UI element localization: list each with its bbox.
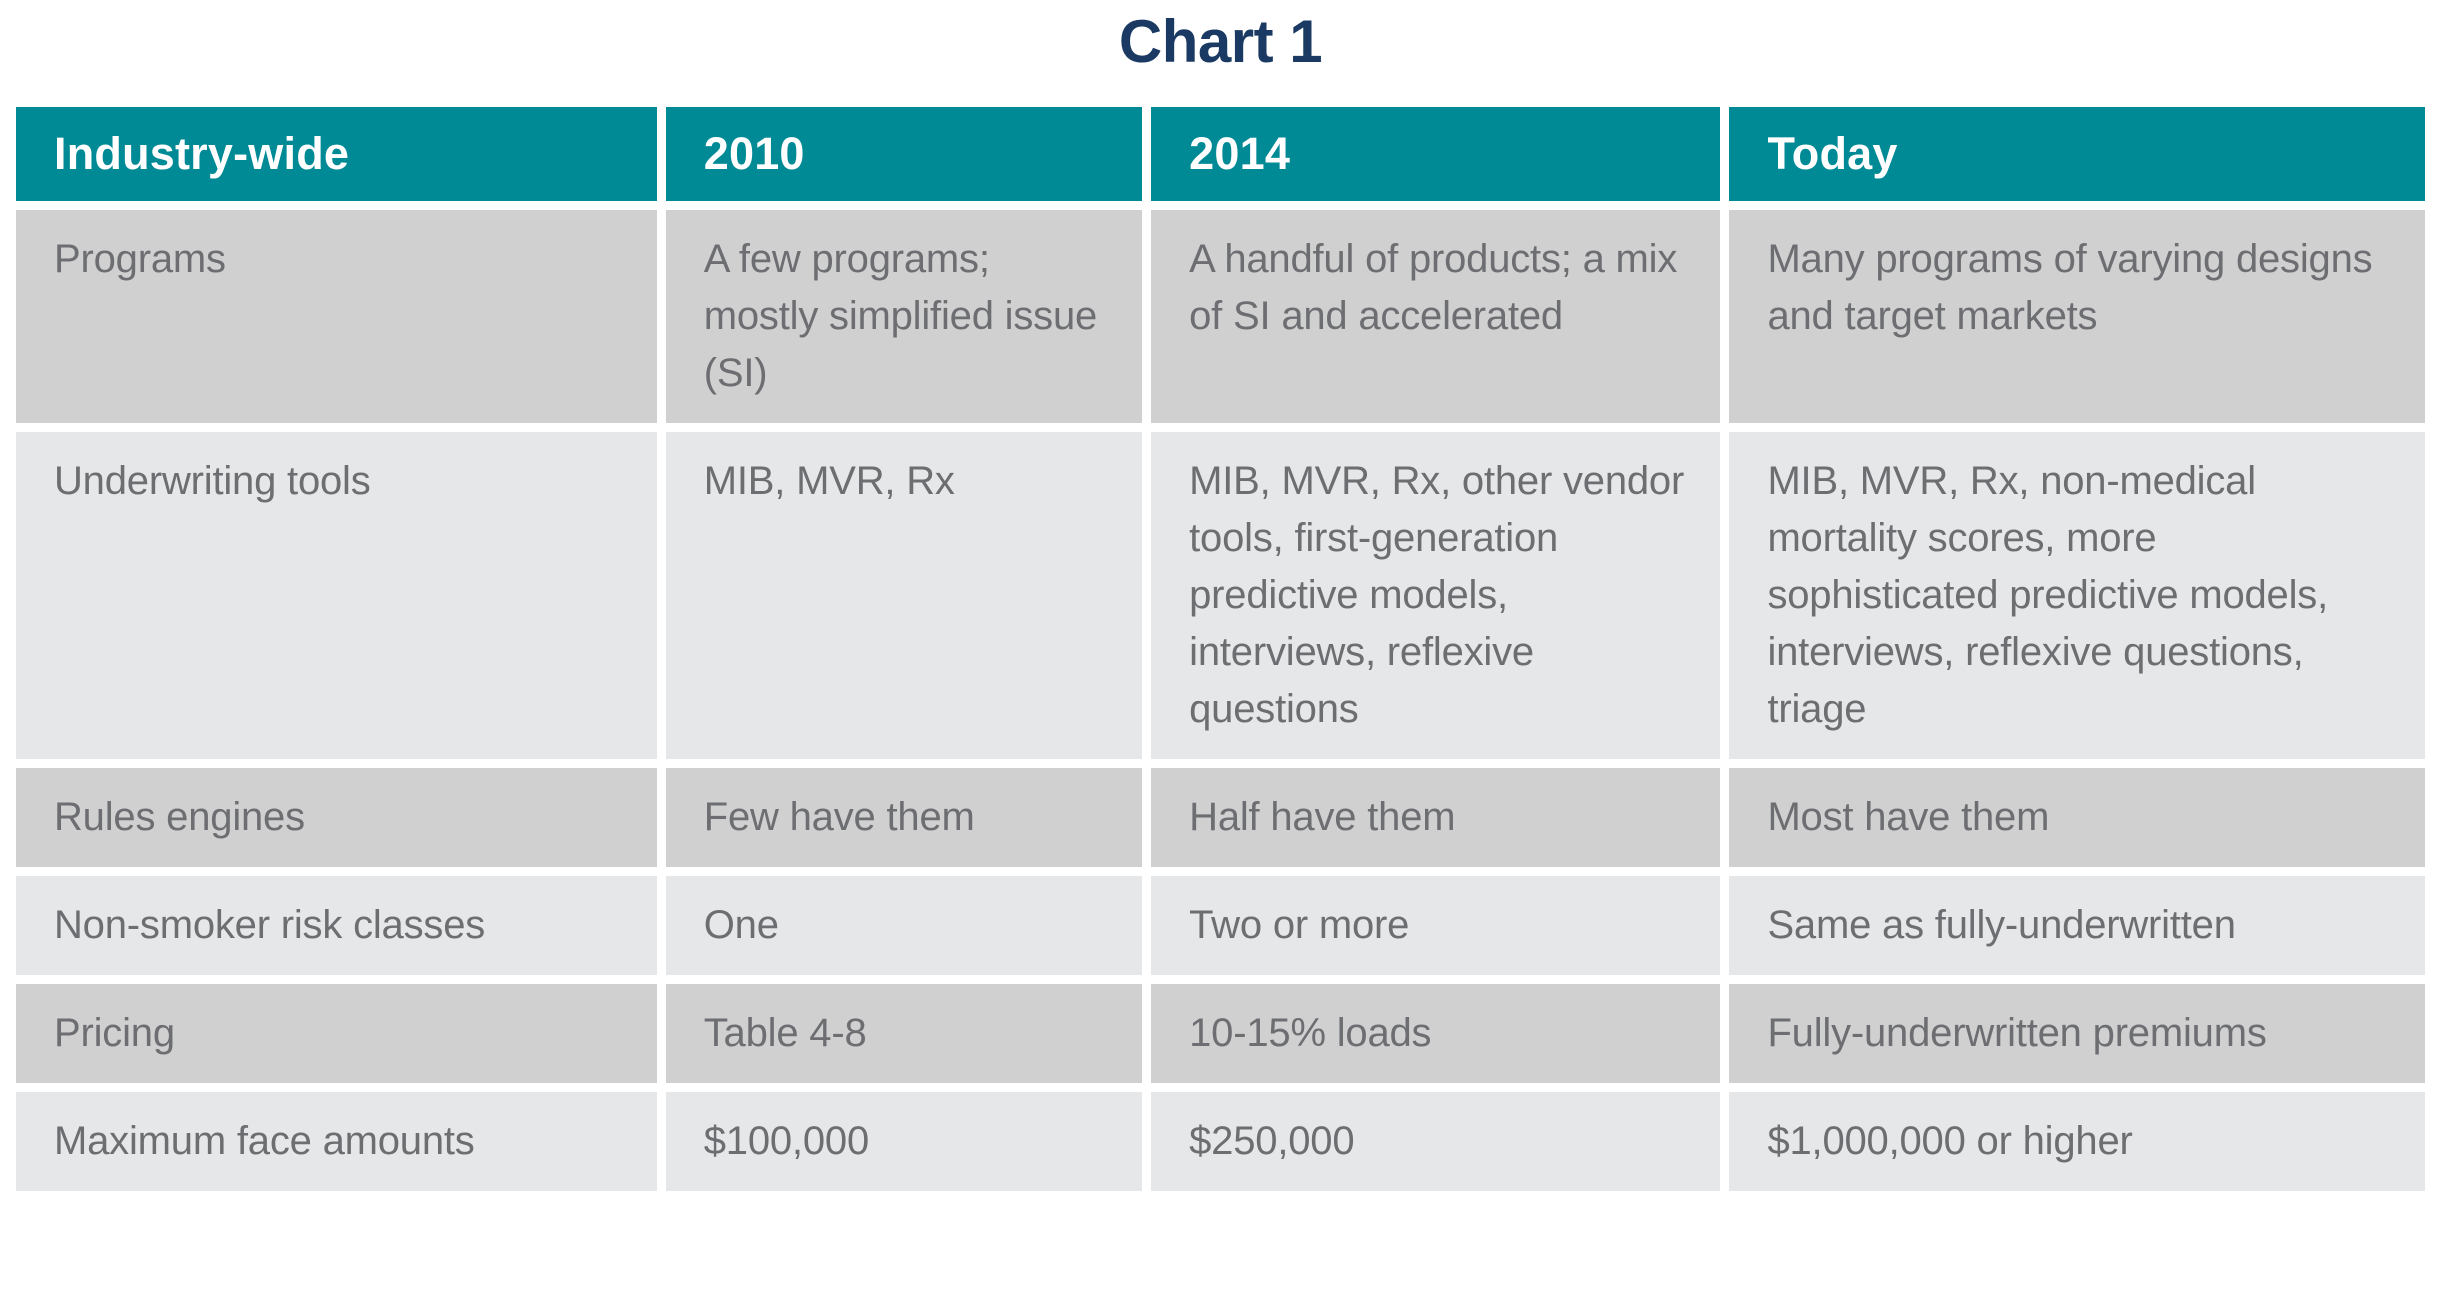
table-row-maximum-face-amounts: Maximum face amounts $100,000 $250,000 $… — [16, 1092, 2425, 1191]
header-row: Industry-wide 2010 2014 Today — [16, 107, 2425, 201]
table-cell: Fully-underwritten premiums — [1729, 984, 2425, 1083]
table-row-rules-engines: Rules engines Few have them Half have th… — [16, 768, 2425, 867]
table-cell: Few have them — [665, 768, 1143, 867]
row-label: Rules engines — [16, 768, 657, 867]
column-header-today: Today — [1729, 107, 2425, 201]
table-cell: $250,000 — [1151, 1092, 1721, 1191]
table-row-pricing: Pricing Table 4-8 10-15% loads Fully-und… — [16, 984, 2425, 1083]
row-label: Maximum face amounts — [16, 1092, 657, 1191]
industry-comparison-table: Industry-wide 2010 2014 Today Programs A… — [7, 98, 2434, 1200]
page-title: Chart 1 — [1118, 8, 1323, 75]
table-cell: $1,000,000 or higher — [1729, 1092, 2425, 1191]
table-cell: A handful of products; a mix of SI and a… — [1151, 210, 1721, 423]
table-cell: 10-15% loads — [1151, 984, 1721, 1083]
table-row-underwriting-tools: Underwriting tools MIB, MVR, Rx MIB, MVR… — [16, 432, 2425, 759]
table-cell: $100,000 — [665, 1092, 1143, 1191]
column-header-industry-wide: Industry-wide — [16, 107, 657, 201]
row-label: Pricing — [16, 984, 657, 1083]
table-cell: Most have them — [1729, 768, 2425, 867]
column-header-2010: 2010 — [665, 107, 1143, 201]
table-cell: Half have them — [1151, 768, 1721, 867]
table-cell: Table 4-8 — [665, 984, 1143, 1083]
table-cell: Two or more — [1151, 876, 1721, 975]
table-row-non-smoker-risk-classes: Non-smoker risk classes One Two or more … — [16, 876, 2425, 975]
table-cell: MIB, MVR, Rx, other vendor tools, first-… — [1151, 432, 1721, 759]
row-label: Non-smoker risk classes — [16, 876, 657, 975]
row-label: Underwriting tools — [16, 432, 657, 759]
table-cell: Many programs of varying designs and tar… — [1729, 210, 2425, 423]
table-cell: MIB, MVR, Rx, non-medical mortality scor… — [1729, 432, 2425, 759]
table-cell: One — [665, 876, 1143, 975]
table-row-programs: Programs A few programs; mostly simplifi… — [16, 210, 2425, 423]
table-cell: Same as fully-underwritten — [1729, 876, 2425, 975]
column-header-2014: 2014 — [1151, 107, 1721, 201]
table-cell: MIB, MVR, Rx — [665, 432, 1143, 759]
table-cell: A few programs; mostly simplified issue … — [665, 210, 1143, 423]
row-label: Programs — [16, 210, 657, 423]
